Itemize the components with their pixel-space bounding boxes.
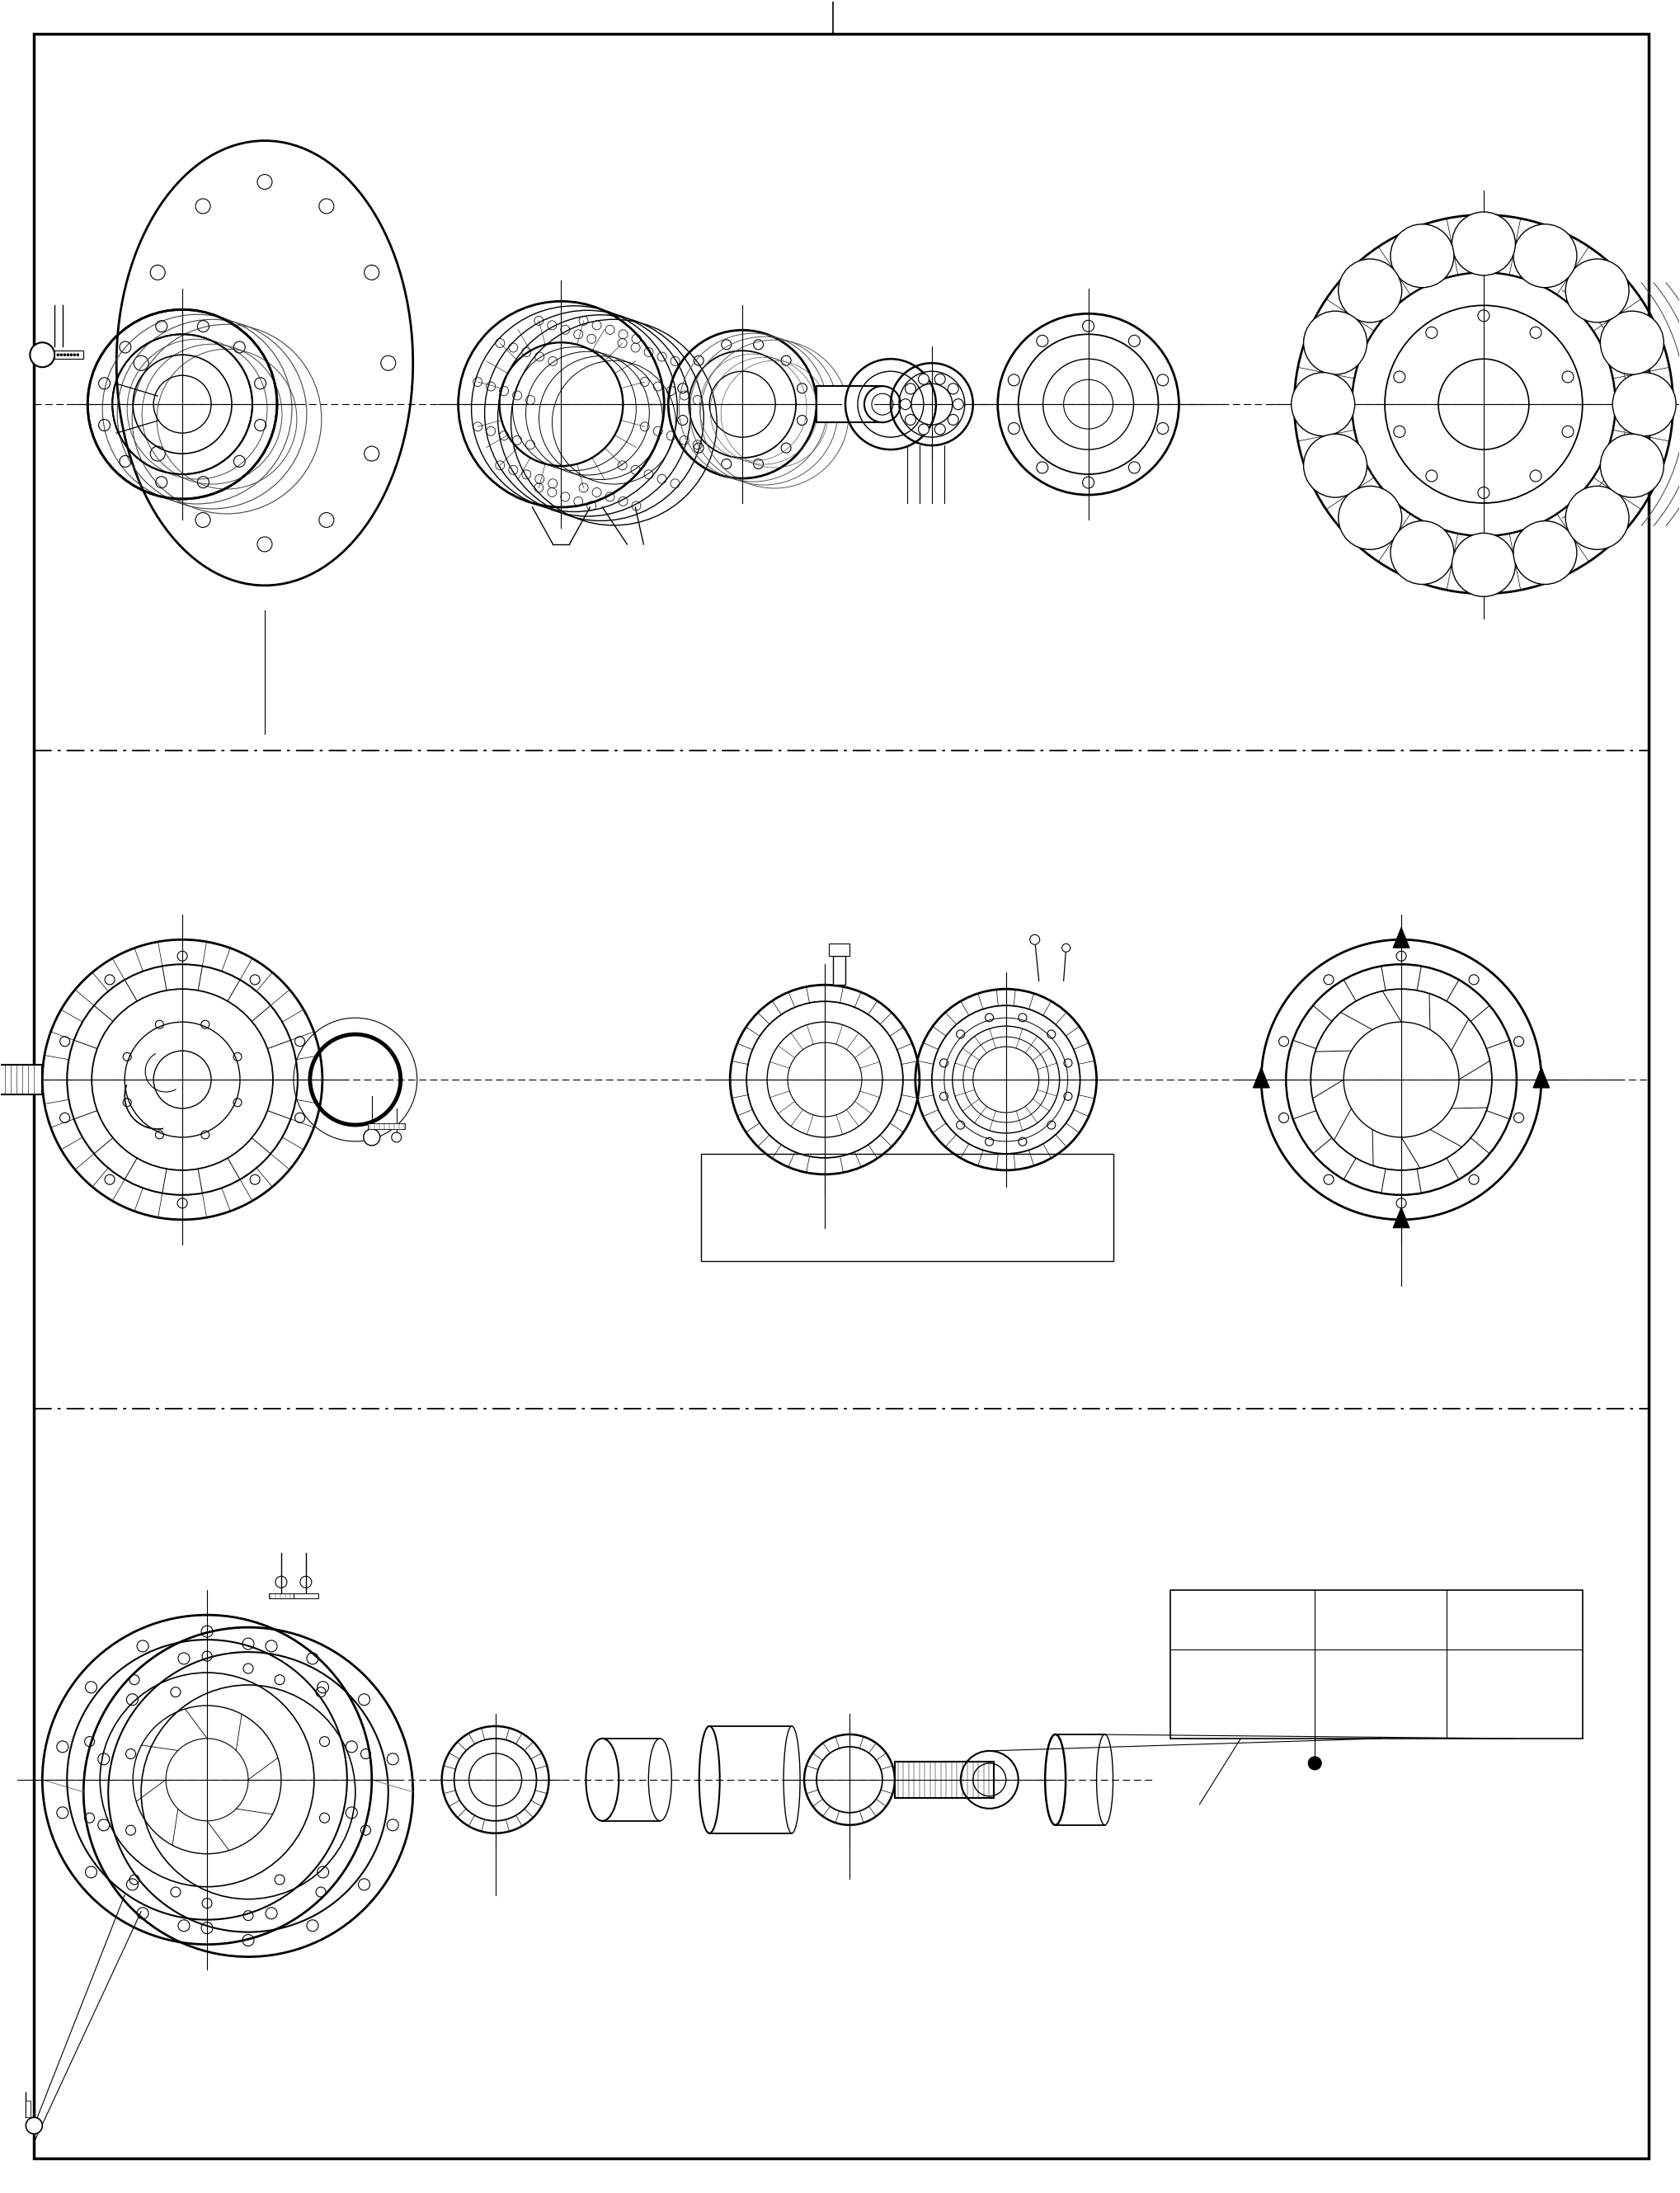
Bar xyxy=(833,956,845,985)
Circle shape xyxy=(1613,373,1677,436)
Circle shape xyxy=(934,373,946,384)
Circle shape xyxy=(1292,373,1354,436)
Circle shape xyxy=(1452,213,1515,276)
Bar xyxy=(25,2101,30,2118)
Circle shape xyxy=(948,384,959,395)
Circle shape xyxy=(391,1132,402,1143)
Circle shape xyxy=(1514,522,1578,583)
Circle shape xyxy=(934,423,946,434)
Circle shape xyxy=(1391,522,1453,583)
Circle shape xyxy=(276,1577,287,1588)
Circle shape xyxy=(906,384,916,395)
Bar xyxy=(701,1154,1114,1261)
Circle shape xyxy=(67,353,69,355)
Circle shape xyxy=(1391,224,1453,287)
Polygon shape xyxy=(1393,1208,1410,1228)
Bar xyxy=(1171,1590,1583,1739)
Circle shape xyxy=(1304,434,1368,498)
Bar xyxy=(0,1066,42,1094)
Circle shape xyxy=(1566,487,1630,550)
Circle shape xyxy=(363,1129,380,1145)
Circle shape xyxy=(1339,487,1401,550)
Circle shape xyxy=(1030,934,1040,945)
Circle shape xyxy=(74,353,76,355)
Bar xyxy=(55,351,84,360)
Circle shape xyxy=(57,353,59,355)
Bar xyxy=(269,1594,294,1599)
Circle shape xyxy=(30,342,55,366)
Circle shape xyxy=(1452,533,1515,596)
Circle shape xyxy=(1339,259,1401,322)
Circle shape xyxy=(1309,1757,1322,1770)
Polygon shape xyxy=(1253,1068,1270,1088)
Circle shape xyxy=(64,353,66,355)
Circle shape xyxy=(953,399,964,410)
Bar xyxy=(368,1123,405,1129)
Circle shape xyxy=(919,423,929,434)
Circle shape xyxy=(301,1577,312,1588)
Bar xyxy=(816,386,882,423)
Circle shape xyxy=(1304,311,1368,375)
Circle shape xyxy=(1514,224,1578,287)
Bar xyxy=(294,1594,318,1599)
Bar xyxy=(828,943,850,956)
Circle shape xyxy=(919,373,929,384)
Circle shape xyxy=(948,414,959,425)
Circle shape xyxy=(25,2118,42,2134)
Circle shape xyxy=(864,386,900,423)
Circle shape xyxy=(60,353,62,355)
Circle shape xyxy=(1601,434,1663,498)
Circle shape xyxy=(900,399,911,410)
Circle shape xyxy=(906,414,916,425)
Circle shape xyxy=(77,353,79,355)
Polygon shape xyxy=(1393,928,1410,947)
Polygon shape xyxy=(1534,1068,1549,1088)
Circle shape xyxy=(1601,311,1663,375)
Circle shape xyxy=(71,353,72,355)
Circle shape xyxy=(1062,943,1070,952)
Bar xyxy=(895,1761,993,1798)
Circle shape xyxy=(1566,259,1630,322)
